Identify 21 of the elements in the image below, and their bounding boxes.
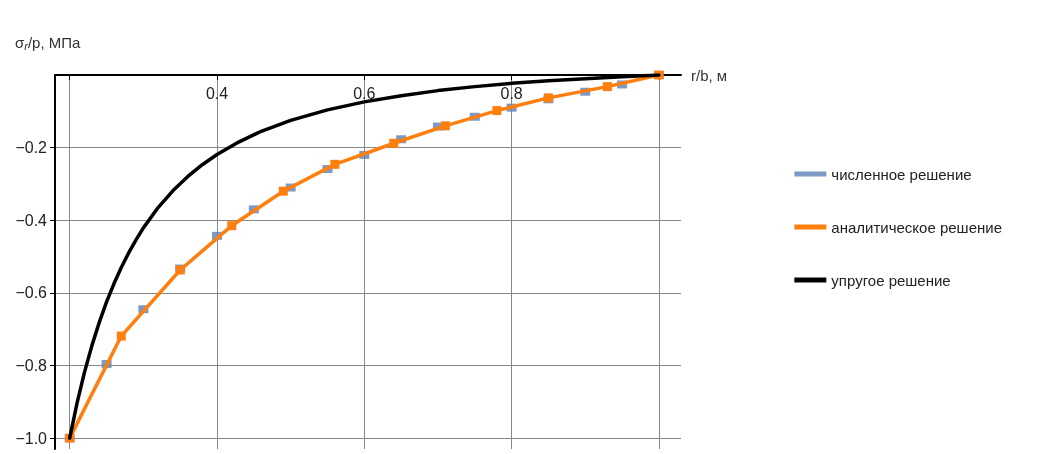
- point: [492, 106, 502, 116]
- point: [440, 121, 450, 131]
- legend-label: численное решение: [831, 165, 972, 183]
- x-tick-label: 0.6: [353, 84, 376, 102]
- x-axis-title: r/b, м: [691, 66, 728, 84]
- point: [602, 82, 612, 92]
- x-tick-label: 0.4: [205, 84, 229, 102]
- y-tick-label: −0.6: [15, 284, 48, 302]
- y-tick-label: −0.2: [15, 139, 48, 157]
- y-tick-label: −0.4: [15, 211, 48, 229]
- legend-label: упругое решение: [831, 271, 951, 289]
- y-tick-label: −1.0: [15, 429, 48, 447]
- x-tick-label: 0.8: [500, 84, 523, 102]
- point: [278, 186, 288, 196]
- y-tick-label: −0.8: [15, 356, 48, 374]
- y-axis-title: σr/p, МПа: [15, 34, 82, 52]
- point: [389, 138, 399, 148]
- legend-label: аналитическое решение: [831, 218, 1002, 236]
- point: [330, 159, 340, 169]
- point: [116, 331, 126, 341]
- point: [227, 221, 237, 231]
